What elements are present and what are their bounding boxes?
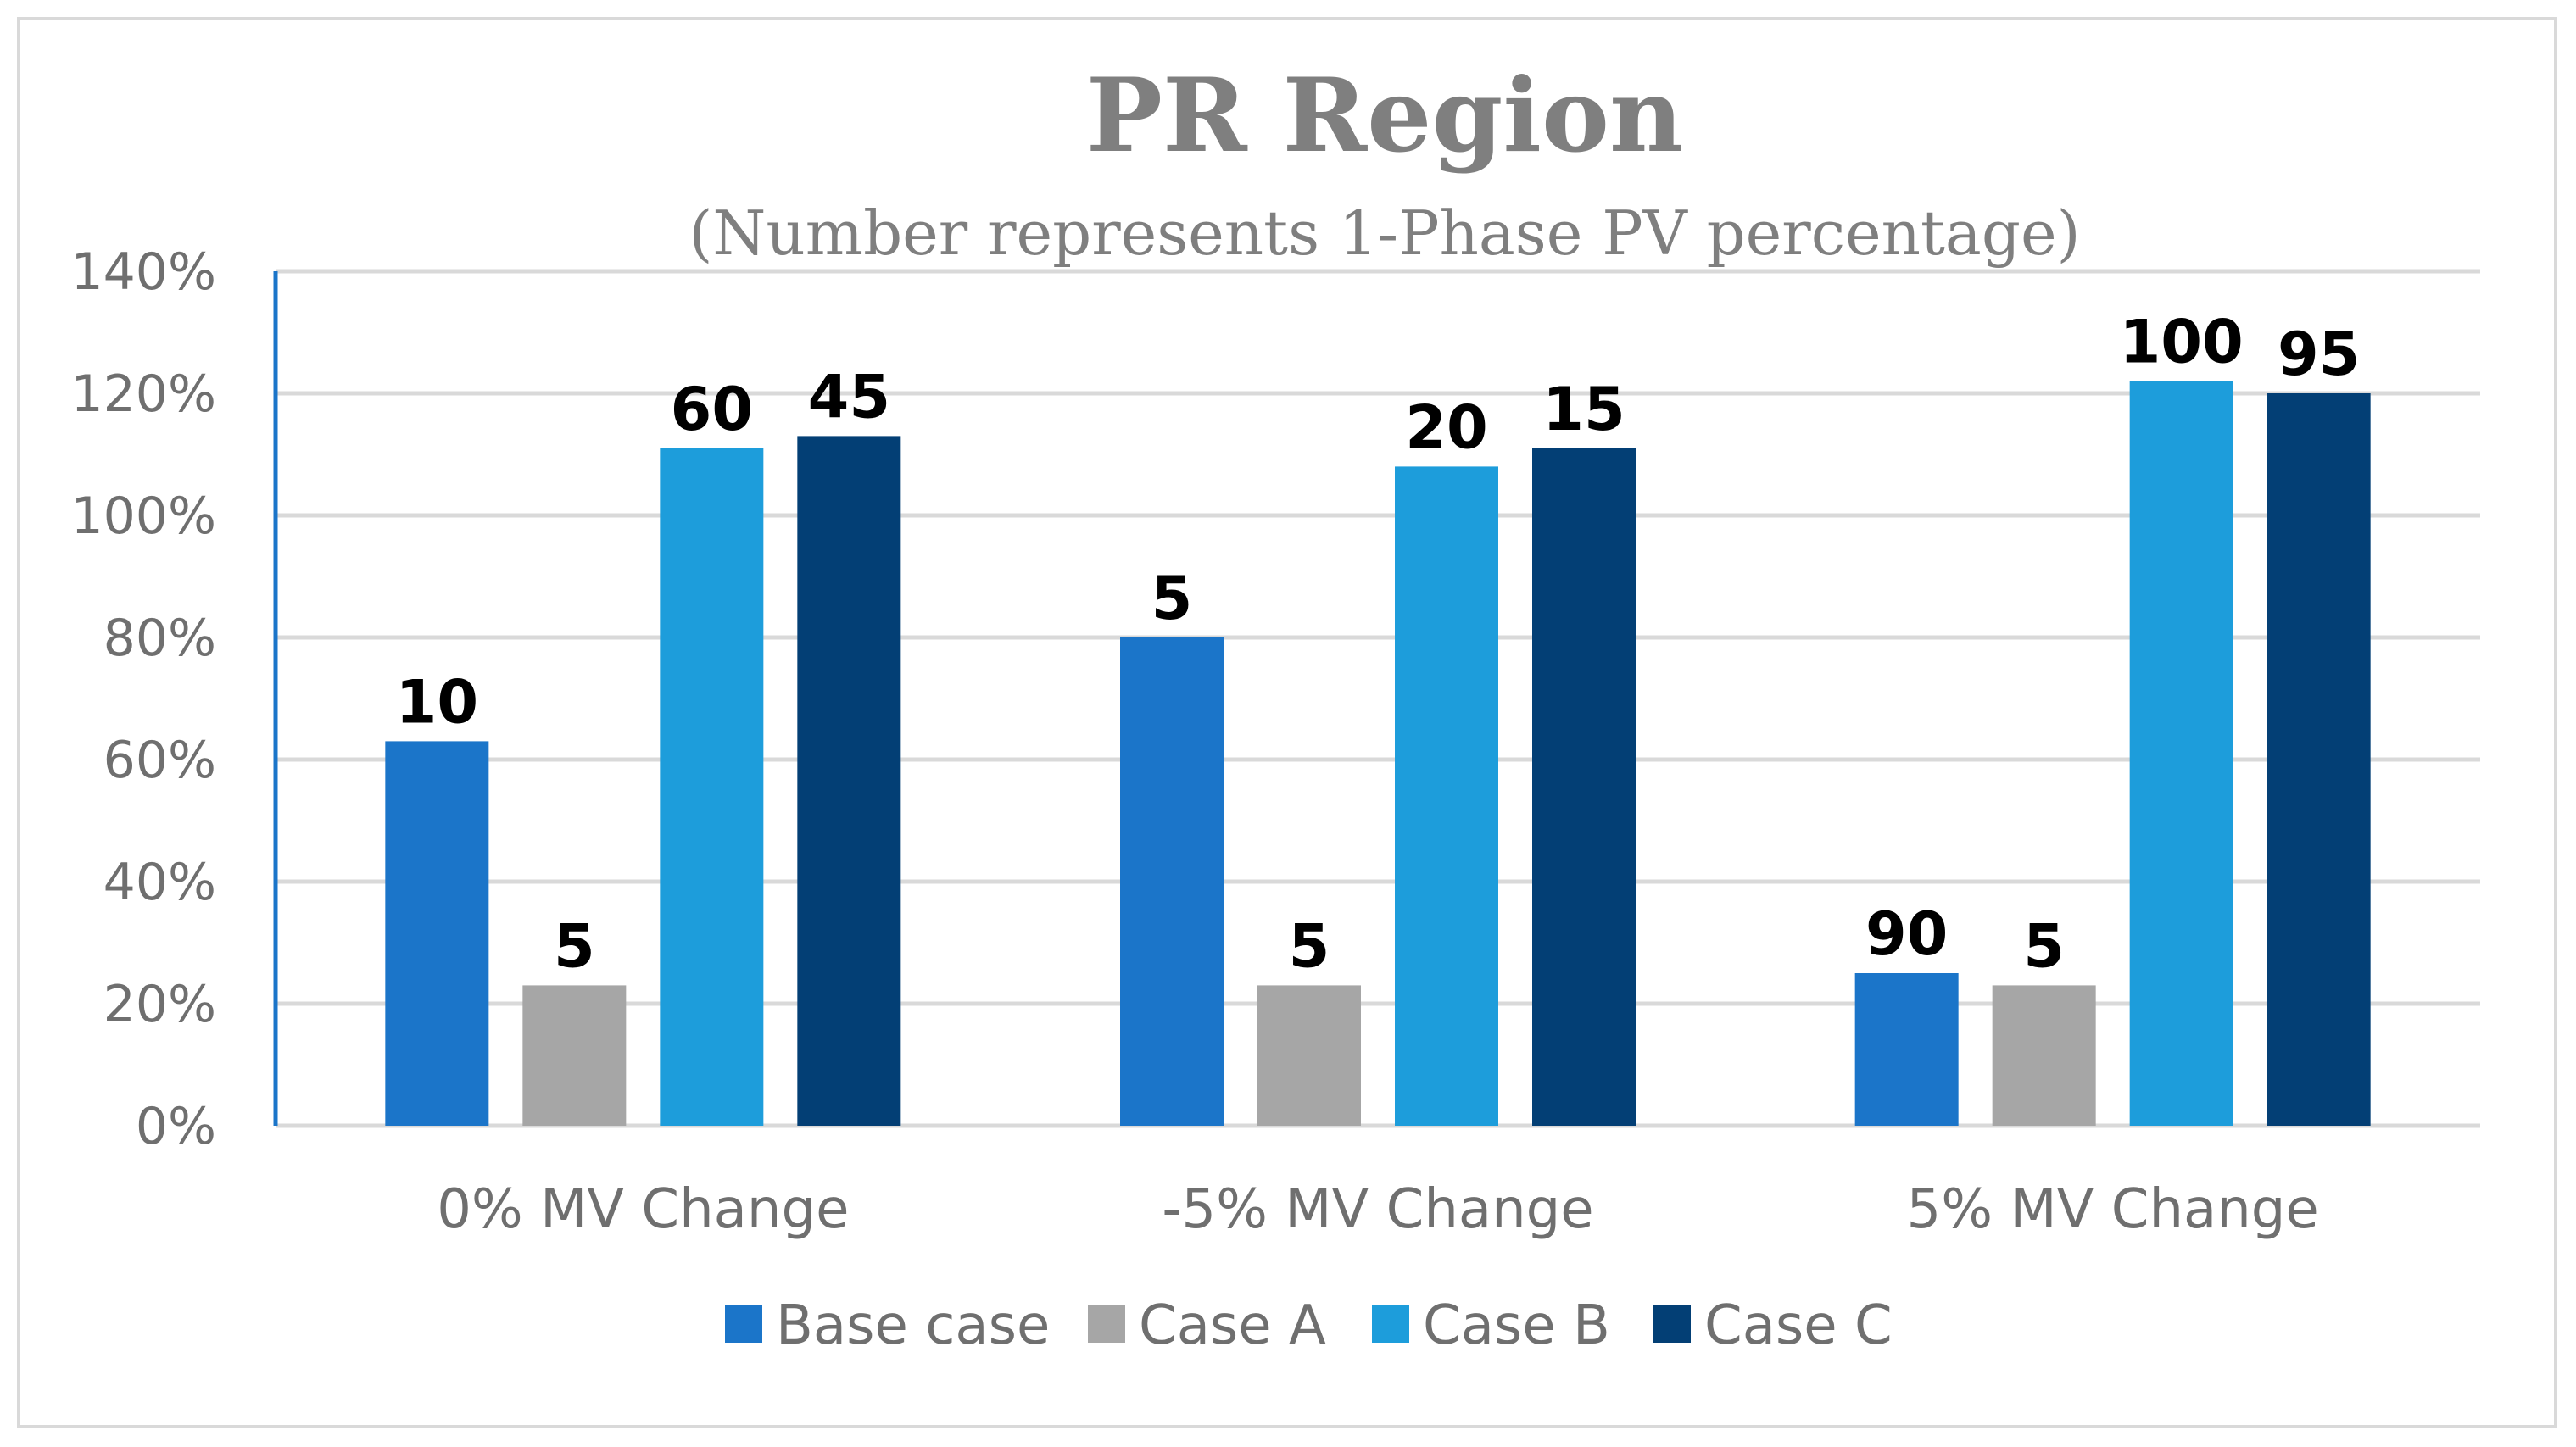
bar: [1120, 637, 1224, 1126]
bar: [1854, 973, 1959, 1126]
y-axis-ticks: 0% 20% 40% 60% 80% 100% 120% 140%: [70, 242, 216, 1156]
x-tick-label: 5% MV Change: [1907, 1178, 2319, 1241]
data-label: 5: [554, 911, 595, 981]
y-tick-label: 20%: [103, 975, 216, 1034]
data-label: 90: [1865, 899, 1948, 969]
bar: [660, 448, 764, 1126]
y-tick-label: 120%: [70, 365, 216, 424]
data-label: 100: [2120, 308, 2244, 377]
data-label: 20: [1405, 392, 1487, 462]
bar: [1257, 985, 1361, 1126]
chart-title: PR Region: [1086, 56, 1684, 175]
data-labels: 10 5 60 45 5 5 20 15 90 5 100 95: [396, 308, 2361, 982]
y-tick-label: 60%: [103, 731, 216, 790]
y-tick-label: 140%: [70, 242, 216, 302]
y-tick-label: 80%: [103, 609, 216, 668]
data-label: 45: [808, 362, 890, 431]
x-axis-ticks: 0% MV Change -5% MV Change 5% MV Change: [437, 1178, 2319, 1241]
legend-label: Case C: [1704, 1294, 1893, 1357]
x-tick-label: 0% MV Change: [437, 1178, 849, 1241]
data-label: 15: [1542, 375, 1625, 444]
legend-swatch: [1653, 1305, 1691, 1343]
bar: [1992, 985, 2096, 1126]
chart-subtitle: (Number represents 1-Phase PV percentage…: [689, 198, 2080, 269]
bar: [1395, 466, 1498, 1126]
bar: [2129, 381, 2233, 1127]
bar: [385, 741, 489, 1126]
legend-label: Case B: [1423, 1294, 1610, 1357]
legend-label: Case A: [1139, 1294, 1326, 1357]
bars: [385, 381, 2371, 1127]
data-label: 95: [2278, 320, 2360, 389]
data-label: 60: [671, 375, 753, 444]
data-label: 5: [1151, 564, 1193, 633]
legend-swatch: [1372, 1305, 1409, 1343]
bar: [522, 985, 627, 1126]
y-tick-label: 100%: [70, 487, 216, 546]
legend-label: Base case: [776, 1294, 1050, 1357]
data-label: 10: [396, 667, 478, 737]
bar: [1532, 448, 1636, 1126]
legend-swatch: [725, 1305, 762, 1343]
gridlines: [276, 269, 2480, 1128]
legend: Base case Case A Case B Case C: [725, 1294, 1893, 1357]
y-tick-label: 0%: [136, 1097, 216, 1156]
data-label: 5: [1289, 911, 1330, 981]
bar: [797, 436, 901, 1126]
legend-swatch: [1088, 1305, 1125, 1343]
data-label: 5: [2023, 911, 2065, 981]
x-tick-label: -5% MV Change: [1162, 1178, 1593, 1241]
bar: [2267, 393, 2371, 1126]
y-tick-label: 40%: [103, 853, 216, 912]
